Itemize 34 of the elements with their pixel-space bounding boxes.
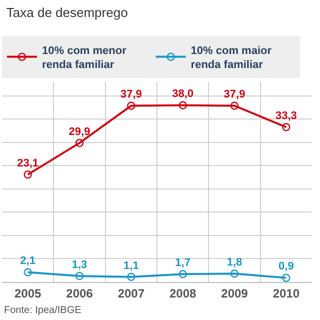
legend-label: 10% com menor renda familiar bbox=[42, 44, 128, 72]
point bbox=[178, 270, 187, 278]
chart-title: Taxa de desemprego bbox=[6, 5, 128, 20]
x-tick-label: 2010 bbox=[272, 286, 300, 300]
data-label: 37,9 bbox=[224, 88, 246, 101]
data-label: 1,8 bbox=[226, 256, 242, 269]
data-label: 23,1 bbox=[17, 157, 39, 170]
data-label: 38,0 bbox=[172, 88, 194, 100]
x-tick-label: 2005 bbox=[14, 286, 42, 300]
x-tick-label: 2009 bbox=[221, 286, 248, 300]
x-tick-label: 2007 bbox=[118, 286, 145, 300]
data-label: 29,9 bbox=[68, 126, 90, 138]
data-label: 2,1 bbox=[20, 255, 36, 268]
point bbox=[75, 272, 84, 280]
data-label: 33,3 bbox=[275, 110, 297, 122]
point bbox=[127, 272, 136, 281]
point bbox=[75, 138, 84, 148]
data-label: 0,9 bbox=[278, 260, 294, 273]
point bbox=[282, 274, 290, 282]
source-note: Fonte: Ipea/IBGE bbox=[4, 305, 82, 316]
data-label: 1,1 bbox=[124, 260, 139, 272]
point bbox=[127, 102, 136, 110]
x-tick-label: 2008 bbox=[169, 286, 196, 300]
x-tick-label: 2006 bbox=[66, 286, 94, 300]
legend-label: 10% com maior renda familiar bbox=[190, 44, 272, 72]
point bbox=[178, 101, 187, 110]
point bbox=[24, 268, 32, 276]
data-label: 1,3 bbox=[72, 258, 88, 271]
point bbox=[282, 123, 290, 132]
point bbox=[230, 102, 239, 110]
point bbox=[24, 170, 32, 179]
point bbox=[230, 270, 239, 278]
data-label: 37,9 bbox=[120, 88, 142, 101]
data-label: 1,7 bbox=[175, 256, 190, 269]
